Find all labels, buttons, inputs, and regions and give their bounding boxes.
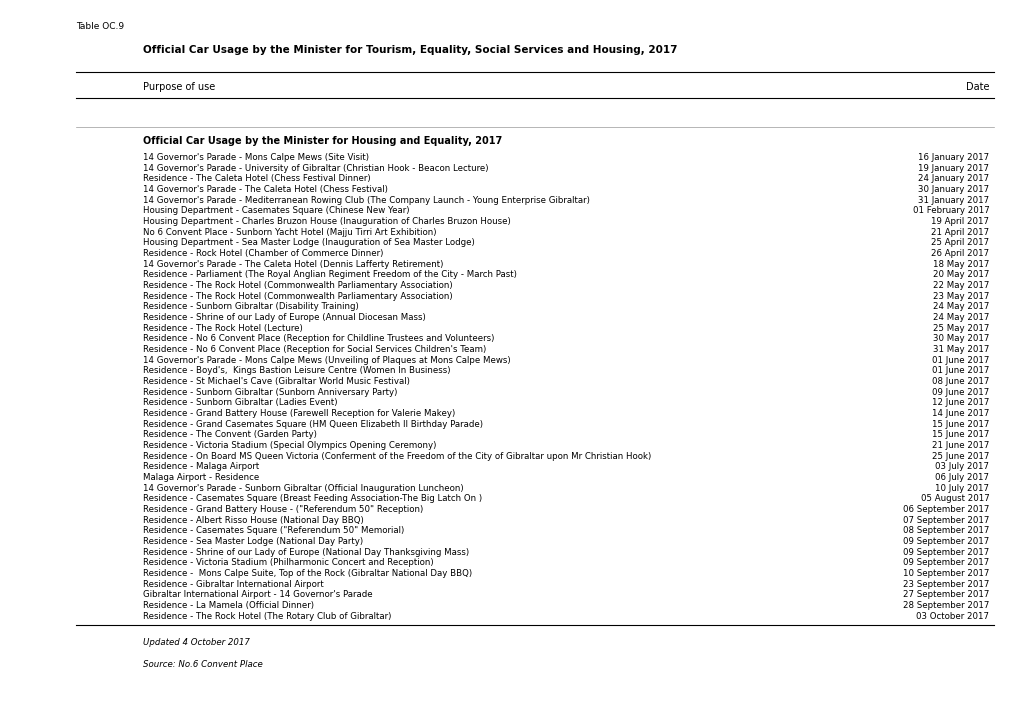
Text: 07 September 2017: 07 September 2017 — [902, 516, 988, 525]
Text: Housing Department - Charles Bruzon House (Inauguration of Charles Bruzon House): Housing Department - Charles Bruzon Hous… — [143, 217, 511, 226]
Text: Residence - Malaga Airport: Residence - Malaga Airport — [143, 462, 259, 472]
Text: Residence - Sunborn Gibraltar (Ladies Event): Residence - Sunborn Gibraltar (Ladies Ev… — [143, 398, 337, 407]
Text: 15 June 2017: 15 June 2017 — [931, 430, 988, 439]
Text: Residence - On Board MS Queen Victoria (Conferment of the Freedom of the City of: Residence - On Board MS Queen Victoria (… — [143, 451, 650, 461]
Text: Residence - Gibraltar International Airport: Residence - Gibraltar International Airp… — [143, 580, 323, 588]
Text: Residence - Grand Casemates Square (HM Queen Elizabeth II Birthday Parade): Residence - Grand Casemates Square (HM Q… — [143, 420, 482, 428]
Text: 24 May 2017: 24 May 2017 — [932, 302, 988, 311]
Text: 21 June 2017: 21 June 2017 — [931, 441, 988, 450]
Text: 01 June 2017: 01 June 2017 — [931, 366, 988, 375]
Text: 14 Governor's Parade - Mons Calpe Mews (Unveiling of Plaques at Mons Calpe Mews): 14 Governor's Parade - Mons Calpe Mews (… — [143, 355, 510, 365]
Text: Date: Date — [965, 82, 988, 92]
Text: Residence - Albert Risso House (National Day BBQ): Residence - Albert Risso House (National… — [143, 516, 363, 525]
Text: Table OC.9: Table OC.9 — [76, 22, 124, 30]
Text: 09 September 2017: 09 September 2017 — [902, 558, 988, 567]
Text: 12 June 2017: 12 June 2017 — [931, 398, 988, 407]
Text: Residence - Casemates Square (Breast Feeding Association-The Big Latch On ): Residence - Casemates Square (Breast Fee… — [143, 495, 481, 503]
Text: No 6 Convent Place - Sunborn Yacht Hotel (Majju Tirri Art Exhibition): No 6 Convent Place - Sunborn Yacht Hotel… — [143, 228, 436, 236]
Text: 25 May 2017: 25 May 2017 — [932, 324, 988, 332]
Text: Residence - Shrine of our Lady of Europe (National Day Thanksgiving Mass): Residence - Shrine of our Lady of Europe… — [143, 548, 469, 557]
Text: Residence - Grand Battery House - ("Referendum 50" Reception): Residence - Grand Battery House - ("Refe… — [143, 505, 423, 514]
Text: Residence - The Convent (Garden Party): Residence - The Convent (Garden Party) — [143, 430, 316, 439]
Text: 15 June 2017: 15 June 2017 — [931, 420, 988, 428]
Text: 22 May 2017: 22 May 2017 — [932, 281, 988, 290]
Text: Residence - Grand Battery House (Farewell Reception for Valerie Makey): Residence - Grand Battery House (Farewel… — [143, 409, 454, 418]
Text: 31 May 2017: 31 May 2017 — [932, 345, 988, 354]
Text: Residence - The Rock Hotel (Commonwealth Parliamentary Association): Residence - The Rock Hotel (Commonwealth… — [143, 291, 452, 301]
Text: 05 August 2017: 05 August 2017 — [920, 495, 988, 503]
Text: Housing Department - Sea Master Lodge (Inauguration of Sea Master Lodge): Housing Department - Sea Master Lodge (I… — [143, 238, 474, 247]
Text: Residence - No 6 Convent Place (Reception for Childline Trustees and Volunteers): Residence - No 6 Convent Place (Receptio… — [143, 335, 493, 343]
Text: 08 June 2017: 08 June 2017 — [931, 377, 988, 386]
Text: 14 Governor's Parade - The Caleta Hotel (Chess Festival): 14 Governor's Parade - The Caleta Hotel … — [143, 185, 387, 194]
Text: 23 May 2017: 23 May 2017 — [932, 291, 988, 301]
Text: 09 June 2017: 09 June 2017 — [931, 388, 988, 397]
Text: 21 April 2017: 21 April 2017 — [930, 228, 988, 236]
Text: Residence - Casemates Square ("Referendum 50" Memorial): Residence - Casemates Square ("Referendu… — [143, 526, 404, 535]
Text: Purpose of use: Purpose of use — [143, 82, 215, 92]
Text: 01 June 2017: 01 June 2017 — [931, 355, 988, 365]
Text: Official Car Usage by the Minister for Tourism, Equality, Social Services and Ho: Official Car Usage by the Minister for T… — [143, 45, 677, 56]
Text: 28 September 2017: 28 September 2017 — [902, 601, 988, 610]
Text: Residence - St Michael's Cave (Gibraltar World Music Festival): Residence - St Michael's Cave (Gibraltar… — [143, 377, 410, 386]
Text: Residence - Shrine of our Lady of Europe (Annual Diocesan Mass): Residence - Shrine of our Lady of Europe… — [143, 313, 425, 322]
Text: Residence - The Caleta Hotel (Chess Festival Dinner): Residence - The Caleta Hotel (Chess Fest… — [143, 174, 370, 183]
Text: 24 May 2017: 24 May 2017 — [932, 313, 988, 322]
Text: 14 Governor's Parade - The Caleta Hotel (Dennis Lafferty Retirement): 14 Governor's Parade - The Caleta Hotel … — [143, 260, 442, 268]
Text: 14 Governor's Parade - Mons Calpe Mews (Site Visit): 14 Governor's Parade - Mons Calpe Mews (… — [143, 153, 369, 162]
Text: 14 Governor's Parade - Mediterranean Rowing Club (The Company Launch - Young Ent: 14 Governor's Parade - Mediterranean Row… — [143, 195, 589, 205]
Text: 03 July 2017: 03 July 2017 — [934, 462, 988, 472]
Text: 10 July 2017: 10 July 2017 — [934, 484, 988, 492]
Text: 19 January 2017: 19 January 2017 — [917, 164, 988, 172]
Text: 18 May 2017: 18 May 2017 — [932, 260, 988, 268]
Text: 10 September 2017: 10 September 2017 — [902, 569, 988, 578]
Text: 31 January 2017: 31 January 2017 — [917, 195, 988, 205]
Text: 30 January 2017: 30 January 2017 — [917, 185, 988, 194]
Text: 03 October 2017: 03 October 2017 — [915, 611, 988, 621]
Text: Residence - Sunborn Gibraltar (Sunborn Anniversary Party): Residence - Sunborn Gibraltar (Sunborn A… — [143, 388, 396, 397]
Text: Source: No.6 Convent Place: Source: No.6 Convent Place — [143, 660, 262, 669]
Text: Malaga Airport - Residence: Malaga Airport - Residence — [143, 473, 259, 482]
Text: 23 September 2017: 23 September 2017 — [902, 580, 988, 588]
Text: 06 September 2017: 06 September 2017 — [902, 505, 988, 514]
Text: Residence - Parliament (The Royal Anglian Regiment Freedom of the City - March P: Residence - Parliament (The Royal Anglia… — [143, 270, 517, 279]
Text: 16 January 2017: 16 January 2017 — [917, 153, 988, 162]
Text: 06 July 2017: 06 July 2017 — [934, 473, 988, 482]
Text: 08 September 2017: 08 September 2017 — [902, 526, 988, 535]
Text: 25 April 2017: 25 April 2017 — [930, 238, 988, 247]
Text: 20 May 2017: 20 May 2017 — [932, 270, 988, 279]
Text: Residence - Rock Hotel (Chamber of Commerce Dinner): Residence - Rock Hotel (Chamber of Comme… — [143, 249, 383, 258]
Text: 14 Governor's Parade - University of Gibraltar (Christian Hook - Beacon Lecture): 14 Governor's Parade - University of Gib… — [143, 164, 488, 172]
Text: Residence - Victoria Stadium (Philharmonic Concert and Reception): Residence - Victoria Stadium (Philharmon… — [143, 558, 433, 567]
Text: 27 September 2017: 27 September 2017 — [902, 590, 988, 599]
Text: Housing Department - Casemates Square (Chinese New Year): Housing Department - Casemates Square (C… — [143, 206, 409, 215]
Text: Residence -  Mons Calpe Suite, Top of the Rock (Gibraltar National Day BBQ): Residence - Mons Calpe Suite, Top of the… — [143, 569, 472, 578]
Text: 09 September 2017: 09 September 2017 — [902, 548, 988, 557]
Text: Residence - Boyd's,  Kings Bastion Leisure Centre (Women In Business): Residence - Boyd's, Kings Bastion Leisur… — [143, 366, 449, 375]
Text: Residence - The Rock Hotel (Commonwealth Parliamentary Association): Residence - The Rock Hotel (Commonwealth… — [143, 281, 452, 290]
Text: Residence - Sea Master Lodge (National Day Party): Residence - Sea Master Lodge (National D… — [143, 537, 363, 546]
Text: 24 January 2017: 24 January 2017 — [917, 174, 988, 183]
Text: 19 April 2017: 19 April 2017 — [930, 217, 988, 226]
Text: 14 June 2017: 14 June 2017 — [931, 409, 988, 418]
Text: Residence - Sunborn Gibraltar (Disability Training): Residence - Sunborn Gibraltar (Disabilit… — [143, 302, 359, 311]
Text: Updated 4 October 2017: Updated 4 October 2017 — [143, 638, 250, 647]
Text: Residence - The Rock Hotel (The Rotary Club of Gibraltar): Residence - The Rock Hotel (The Rotary C… — [143, 611, 391, 621]
Text: Gibraltar International Airport - 14 Governor's Parade: Gibraltar International Airport - 14 Gov… — [143, 590, 372, 599]
Text: Residence - The Rock Hotel (Lecture): Residence - The Rock Hotel (Lecture) — [143, 324, 303, 332]
Text: 26 April 2017: 26 April 2017 — [930, 249, 988, 258]
Text: 09 September 2017: 09 September 2017 — [902, 537, 988, 546]
Text: Residence - No 6 Convent Place (Reception for Social Services Children's Team): Residence - No 6 Convent Place (Receptio… — [143, 345, 486, 354]
Text: 30 May 2017: 30 May 2017 — [932, 335, 988, 343]
Text: Residence - Victoria Stadium (Special Olympics Opening Ceremony): Residence - Victoria Stadium (Special Ol… — [143, 441, 436, 450]
Text: 01 February 2017: 01 February 2017 — [912, 206, 988, 215]
Text: Official Car Usage by the Minister for Housing and Equality, 2017: Official Car Usage by the Minister for H… — [143, 136, 501, 146]
Text: 25 June 2017: 25 June 2017 — [931, 451, 988, 461]
Text: 14 Governor's Parade - Sunborn Gibraltar (Official Inauguration Luncheon): 14 Governor's Parade - Sunborn Gibraltar… — [143, 484, 463, 492]
Text: Residence - La Mamela (Official Dinner): Residence - La Mamela (Official Dinner) — [143, 601, 314, 610]
